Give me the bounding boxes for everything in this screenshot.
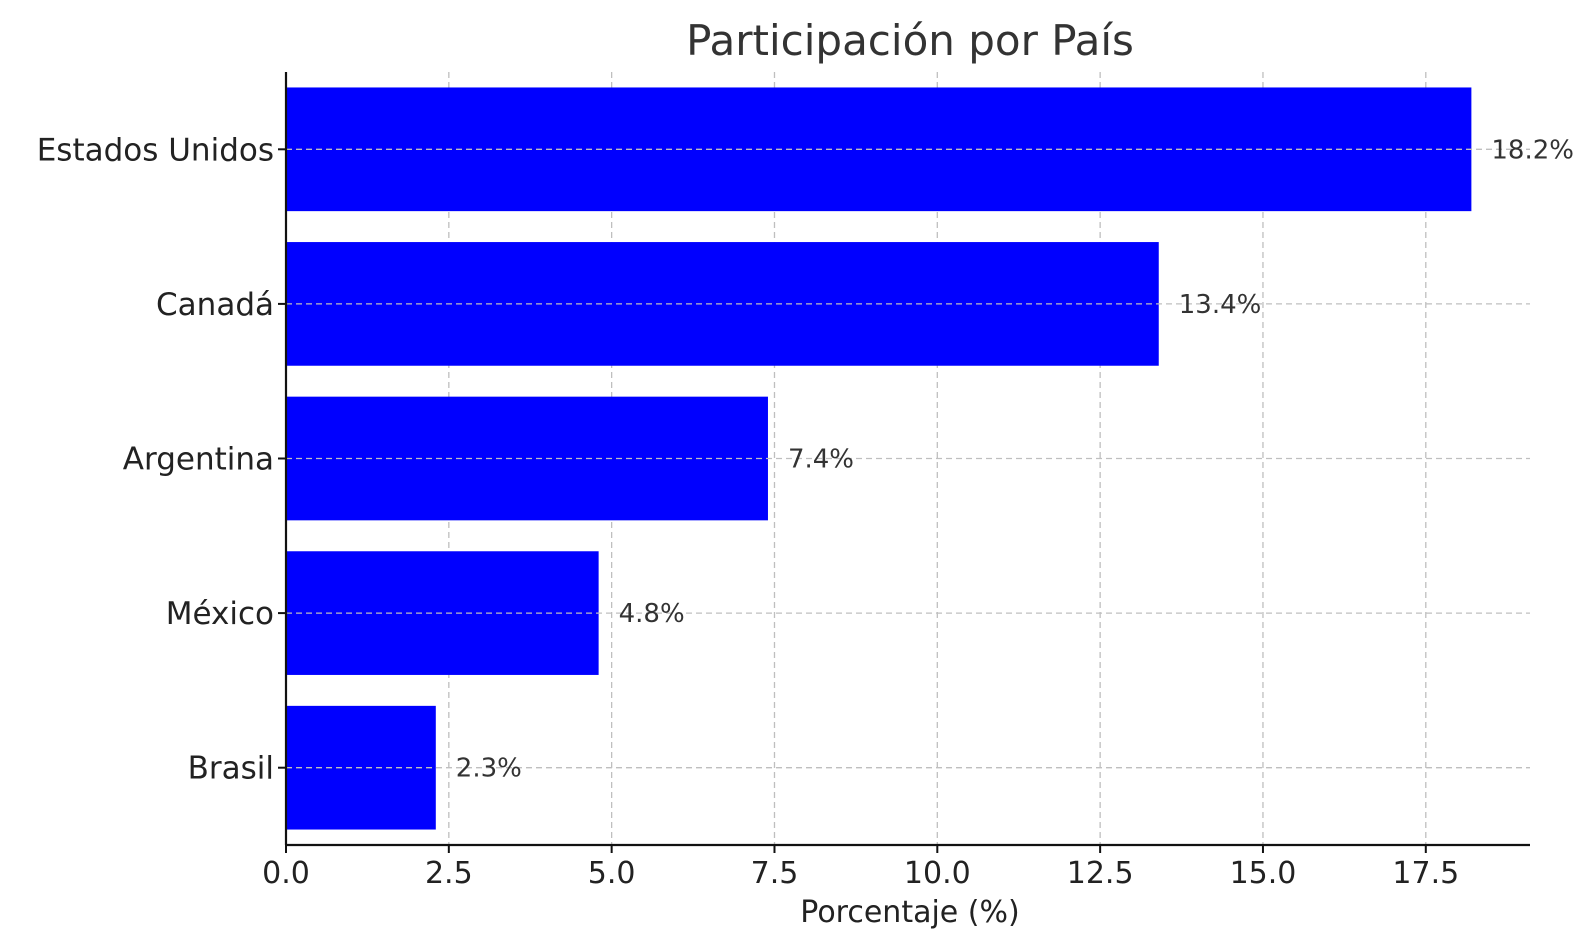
x-tick-label: 2.5 <box>425 856 473 891</box>
x-tick-label: 7.5 <box>751 856 799 891</box>
axes <box>278 72 1530 853</box>
data-label: 18.2% <box>1491 135 1574 165</box>
x-tick-label: 12.5 <box>1067 856 1134 891</box>
labels: 0.0 2.5 5.0 7.5 10.0 12.5 15.0 17.5 Estados Unid… <box>37 132 1574 891</box>
data-label: 7.4% <box>788 445 854 475</box>
data-label: 13.4% <box>1179 290 1262 320</box>
category-label: Canadá <box>156 287 274 323</box>
category-label: Brasil <box>188 751 274 787</box>
category-label: México <box>166 596 274 632</box>
x-axis-label: Porcentaje (%) <box>800 895 1019 930</box>
data-label: 2.3% <box>456 754 522 784</box>
x-tick-label: 15.0 <box>1230 856 1297 891</box>
data-label: 4.8% <box>619 599 685 629</box>
category-label: Estados Unidos <box>37 132 274 168</box>
x-tick-label: 0.0 <box>262 856 310 891</box>
grid-lines <box>448 72 1427 845</box>
category-label: Argentina <box>123 442 274 478</box>
x-tick-label: 5.0 <box>588 856 636 891</box>
chart-title: Participación por País <box>686 16 1134 65</box>
x-tick-label: 10.0 <box>904 856 971 891</box>
x-tick-label: 17.5 <box>1392 856 1459 891</box>
